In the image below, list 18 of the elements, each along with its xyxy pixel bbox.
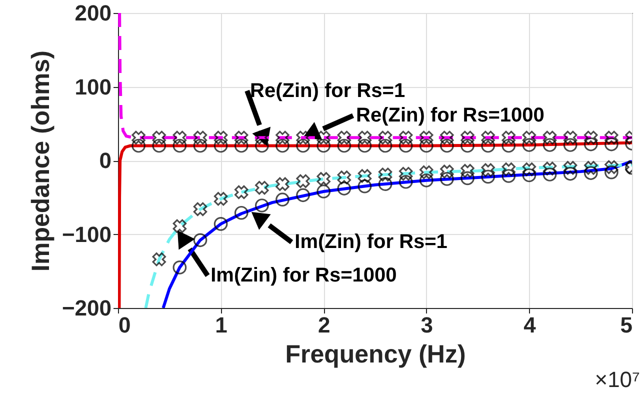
x-axis-title: Frequency (Hz) [285, 340, 466, 368]
x-tick-label: 4 [524, 312, 537, 338]
y-axis-title: Impedance (ohms) [26, 50, 55, 272]
y-tick-label: −100 [62, 222, 112, 247]
annotation: Re(Zin) for Rs=1 [250, 80, 406, 102]
x-tick-label: 3 [420, 312, 434, 338]
y-tick-label: −200 [62, 296, 112, 320]
x-tick-label: 5 [620, 312, 632, 338]
x-tick-label: 2 [318, 312, 330, 338]
text: ×10⁷ [594, 367, 640, 392]
annotation: Im(Zin) for Rs=1000 [210, 264, 397, 287]
annotation: Im(Zin) for Rs=1 [294, 231, 448, 254]
y-tick-label: 200 [74, 0, 112, 26]
y-tick-label: 100 [74, 74, 112, 100]
x-tick-label: 0 [118, 312, 131, 338]
annotation: Re(Zin) for Rs=1000 [356, 104, 544, 127]
x-tick-label: 1 [215, 312, 228, 338]
y-tick-label: 0 [99, 148, 112, 173]
